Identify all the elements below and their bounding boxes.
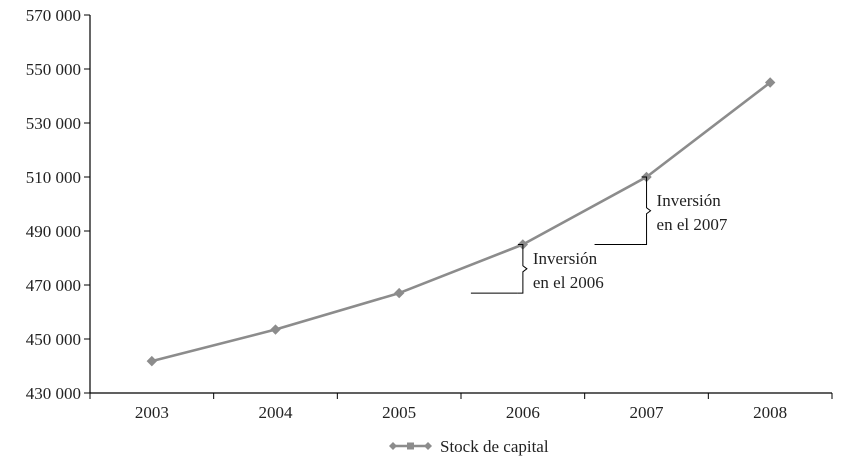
x-tick-label: 2005	[382, 403, 416, 422]
legend-marker	[407, 442, 414, 450]
legend-label: Stock de capital	[440, 437, 549, 456]
y-tick-label: 510 000	[26, 168, 81, 187]
y-tick-label: 490 000	[26, 222, 81, 241]
annotation-layer: Inversión en el 2006 Inversión en el 2007	[470, 176, 728, 294]
annotation-bracket	[641, 176, 652, 245]
data-point-marker	[270, 324, 281, 335]
x-axis: 2003 2004 2005 2006 2007 2008	[89, 393, 833, 422]
x-tick-label: 2004	[259, 403, 294, 422]
series-line	[151, 81, 771, 363]
legend-marker	[389, 442, 397, 450]
y-tick-label: 550 000	[26, 60, 81, 79]
annotation-text: Inversión	[533, 249, 598, 268]
x-tick-label: 2007	[630, 403, 665, 422]
y-tick-label: 530 000	[26, 114, 81, 133]
legend-marker	[424, 442, 432, 450]
y-axis: 430 000 450 000 470 000 490 000 510 000 530 0…	[26, 6, 90, 403]
y-tick-label: 450 000	[26, 330, 81, 349]
y-tick-label: 430 000	[26, 384, 81, 403]
x-tick-label: 2006	[506, 403, 540, 422]
data-point-marker	[393, 287, 405, 299]
legend: Stock de capital	[389, 437, 549, 456]
annotation-text: Inversión	[657, 191, 722, 210]
y-tick-label: 570 000	[26, 6, 81, 25]
annotation-text: en el 2006	[533, 273, 604, 292]
x-tick-label: 2008	[753, 403, 787, 422]
annotation-text: en el 2007	[657, 215, 728, 234]
x-tick-label: 2003	[135, 403, 169, 422]
y-tick-label: 470 000	[26, 276, 81, 295]
data-point-marker	[764, 77, 776, 88]
data-point-marker	[146, 355, 158, 367]
annotation-bracket	[517, 244, 528, 294]
